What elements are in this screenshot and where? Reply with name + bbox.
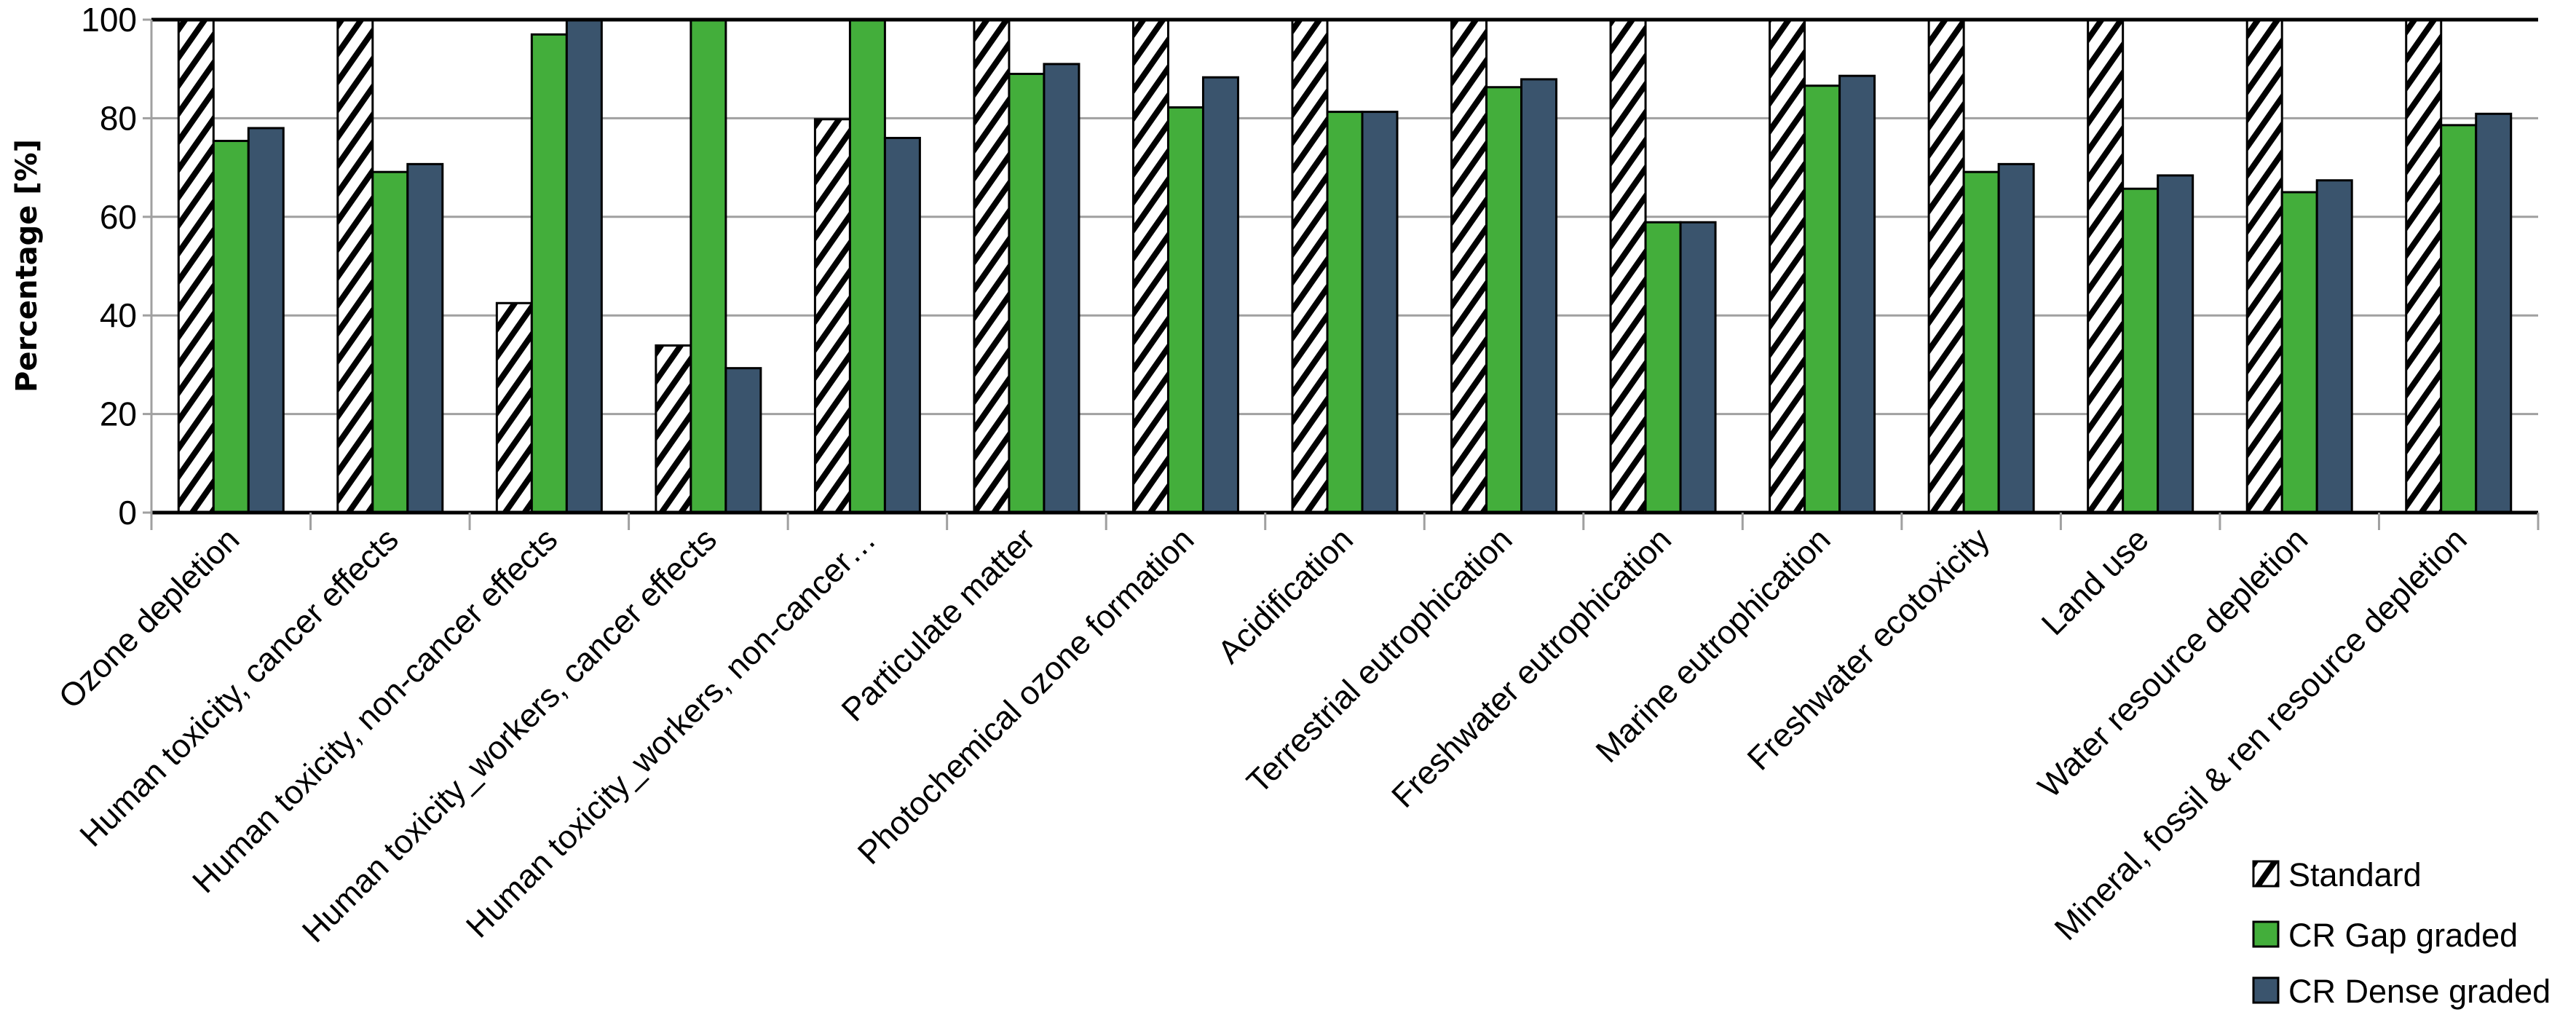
bars <box>177 18 2513 514</box>
bar-standard-10 <box>1769 18 1806 514</box>
bar-cr-dense-graded-12 <box>2157 174 2194 514</box>
y-tick-label: 0 <box>118 494 137 532</box>
x-category-label: Photochemical ozone formation <box>850 521 1201 872</box>
bar-cr-dense-graded-10 <box>1838 74 1876 514</box>
bar-cr-gap-graded-5 <box>1008 72 1046 514</box>
bar-standard-7 <box>1291 18 1329 514</box>
bar-standard-3 <box>655 344 692 514</box>
bar-standard-11 <box>1927 18 1965 514</box>
y-tick-label: 60 <box>100 198 137 236</box>
y-tick-label: 40 <box>100 296 137 334</box>
legend-swatch-0 <box>2252 860 2280 888</box>
bar-cr-gap-graded-4 <box>848 18 886 514</box>
x-category-label: Terrestrial eutrophication <box>1239 521 1519 800</box>
bar-cr-gap-graded-8 <box>1485 86 1523 514</box>
bar-standard-13 <box>2245 18 2283 514</box>
bar-standard-1 <box>336 18 374 514</box>
bar-cr-dense-graded-0 <box>247 127 285 514</box>
bar-cr-dense-graded-9 <box>1679 221 1717 514</box>
bar-cr-gap-graded-9 <box>1644 221 1682 514</box>
bar-standard-9 <box>1609 18 1647 514</box>
y-tick-label: 100 <box>81 1 137 39</box>
y-tick-label: 80 <box>100 99 137 137</box>
bar-cr-dense-graded-3 <box>724 367 762 514</box>
legend-swatch-1 <box>2252 920 2280 948</box>
legend-swatch-2 <box>2252 976 2280 1004</box>
x-category-label: Water resource depletion <box>2031 521 2315 805</box>
bar-cr-dense-graded-6 <box>1201 76 1239 514</box>
bar-standard-8 <box>1450 18 1488 514</box>
bar-cr-gap-graded-11 <box>1962 170 2000 514</box>
bar-cr-gap-graded-0 <box>212 140 250 514</box>
legend-label: CR Dense graded <box>2288 973 2551 1010</box>
bar-cr-gap-graded-6 <box>1166 106 1204 514</box>
bar-cr-dense-graded-1 <box>406 162 444 514</box>
bar-standard-12 <box>2087 18 2125 514</box>
legend-label: CR Gap graded <box>2288 917 2518 954</box>
legend: Standard CR Gap graded CR Dense graded <box>2252 856 2551 1010</box>
axes <box>143 17 2540 530</box>
y-tick-label: 20 <box>100 395 137 433</box>
bar-cr-dense-graded-14 <box>2475 112 2513 514</box>
bar-cr-gap-graded-10 <box>1803 84 1841 514</box>
bar-standard-4 <box>813 118 851 514</box>
bar-cr-gap-graded-14 <box>2440 124 2478 514</box>
bar-standard-5 <box>973 18 1011 514</box>
bar-cr-dense-graded-7 <box>1361 111 1399 514</box>
y-tick-labels: 0 20 40 60 80 100 <box>81 1 137 532</box>
bar-cr-gap-graded-7 <box>1326 111 1364 514</box>
bar-cr-dense-graded-8 <box>1520 78 1558 514</box>
x-category-label: Acidification <box>1210 521 1360 671</box>
bar-standard-2 <box>495 301 533 514</box>
bar-cr-dense-graded-13 <box>2315 179 2353 514</box>
x-category-label: Freshwater eutrophication <box>1384 521 1678 815</box>
bar-cr-dense-graded-2 <box>565 18 603 514</box>
bar-cr-dense-graded-4 <box>883 136 921 514</box>
bar-standard-14 <box>2405 18 2443 514</box>
bar-cr-gap-graded-3 <box>690 18 727 514</box>
bar-standard-0 <box>177 18 215 514</box>
y-axis-label: Percentage [%] <box>10 139 44 392</box>
bar-cr-gap-graded-12 <box>2122 187 2160 514</box>
bar-standard-6 <box>1131 18 1169 514</box>
x-category-label: Human toxicity, cancer effects <box>72 521 406 854</box>
bar-cr-gap-graded-2 <box>530 33 568 514</box>
legend-label: Standard <box>2288 856 2422 893</box>
bar-cr-dense-graded-5 <box>1043 63 1080 514</box>
bar-cr-gap-graded-1 <box>371 170 409 514</box>
bar-cr-dense-graded-11 <box>1997 162 2035 514</box>
bar-cr-gap-graded-13 <box>2280 191 2318 514</box>
x-category-label: Land use <box>2034 521 2156 642</box>
